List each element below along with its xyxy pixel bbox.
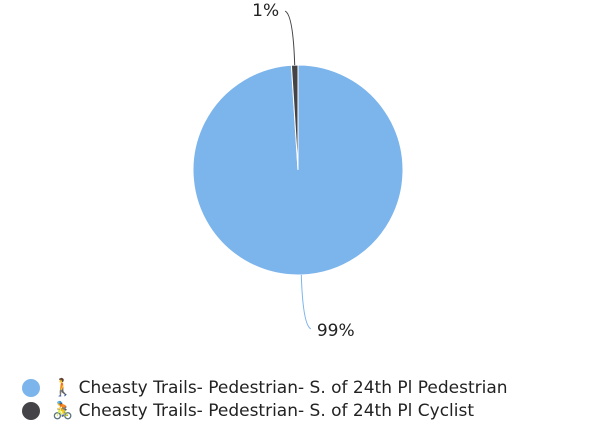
data-label: 1%	[252, 1, 279, 21]
label-connector	[284, 10, 296, 66]
legend-label: 🚴 Cheasty Trails- Pedestrian- S. of 24th…	[52, 400, 474, 421]
label-connector	[300, 274, 312, 330]
data-label: 99%	[317, 321, 355, 341]
legend-marker	[22, 379, 40, 397]
legend-label: 🚶 Cheasty Trails- Pedestrian- S. of 24th…	[52, 377, 508, 398]
legend-marker	[22, 402, 40, 420]
